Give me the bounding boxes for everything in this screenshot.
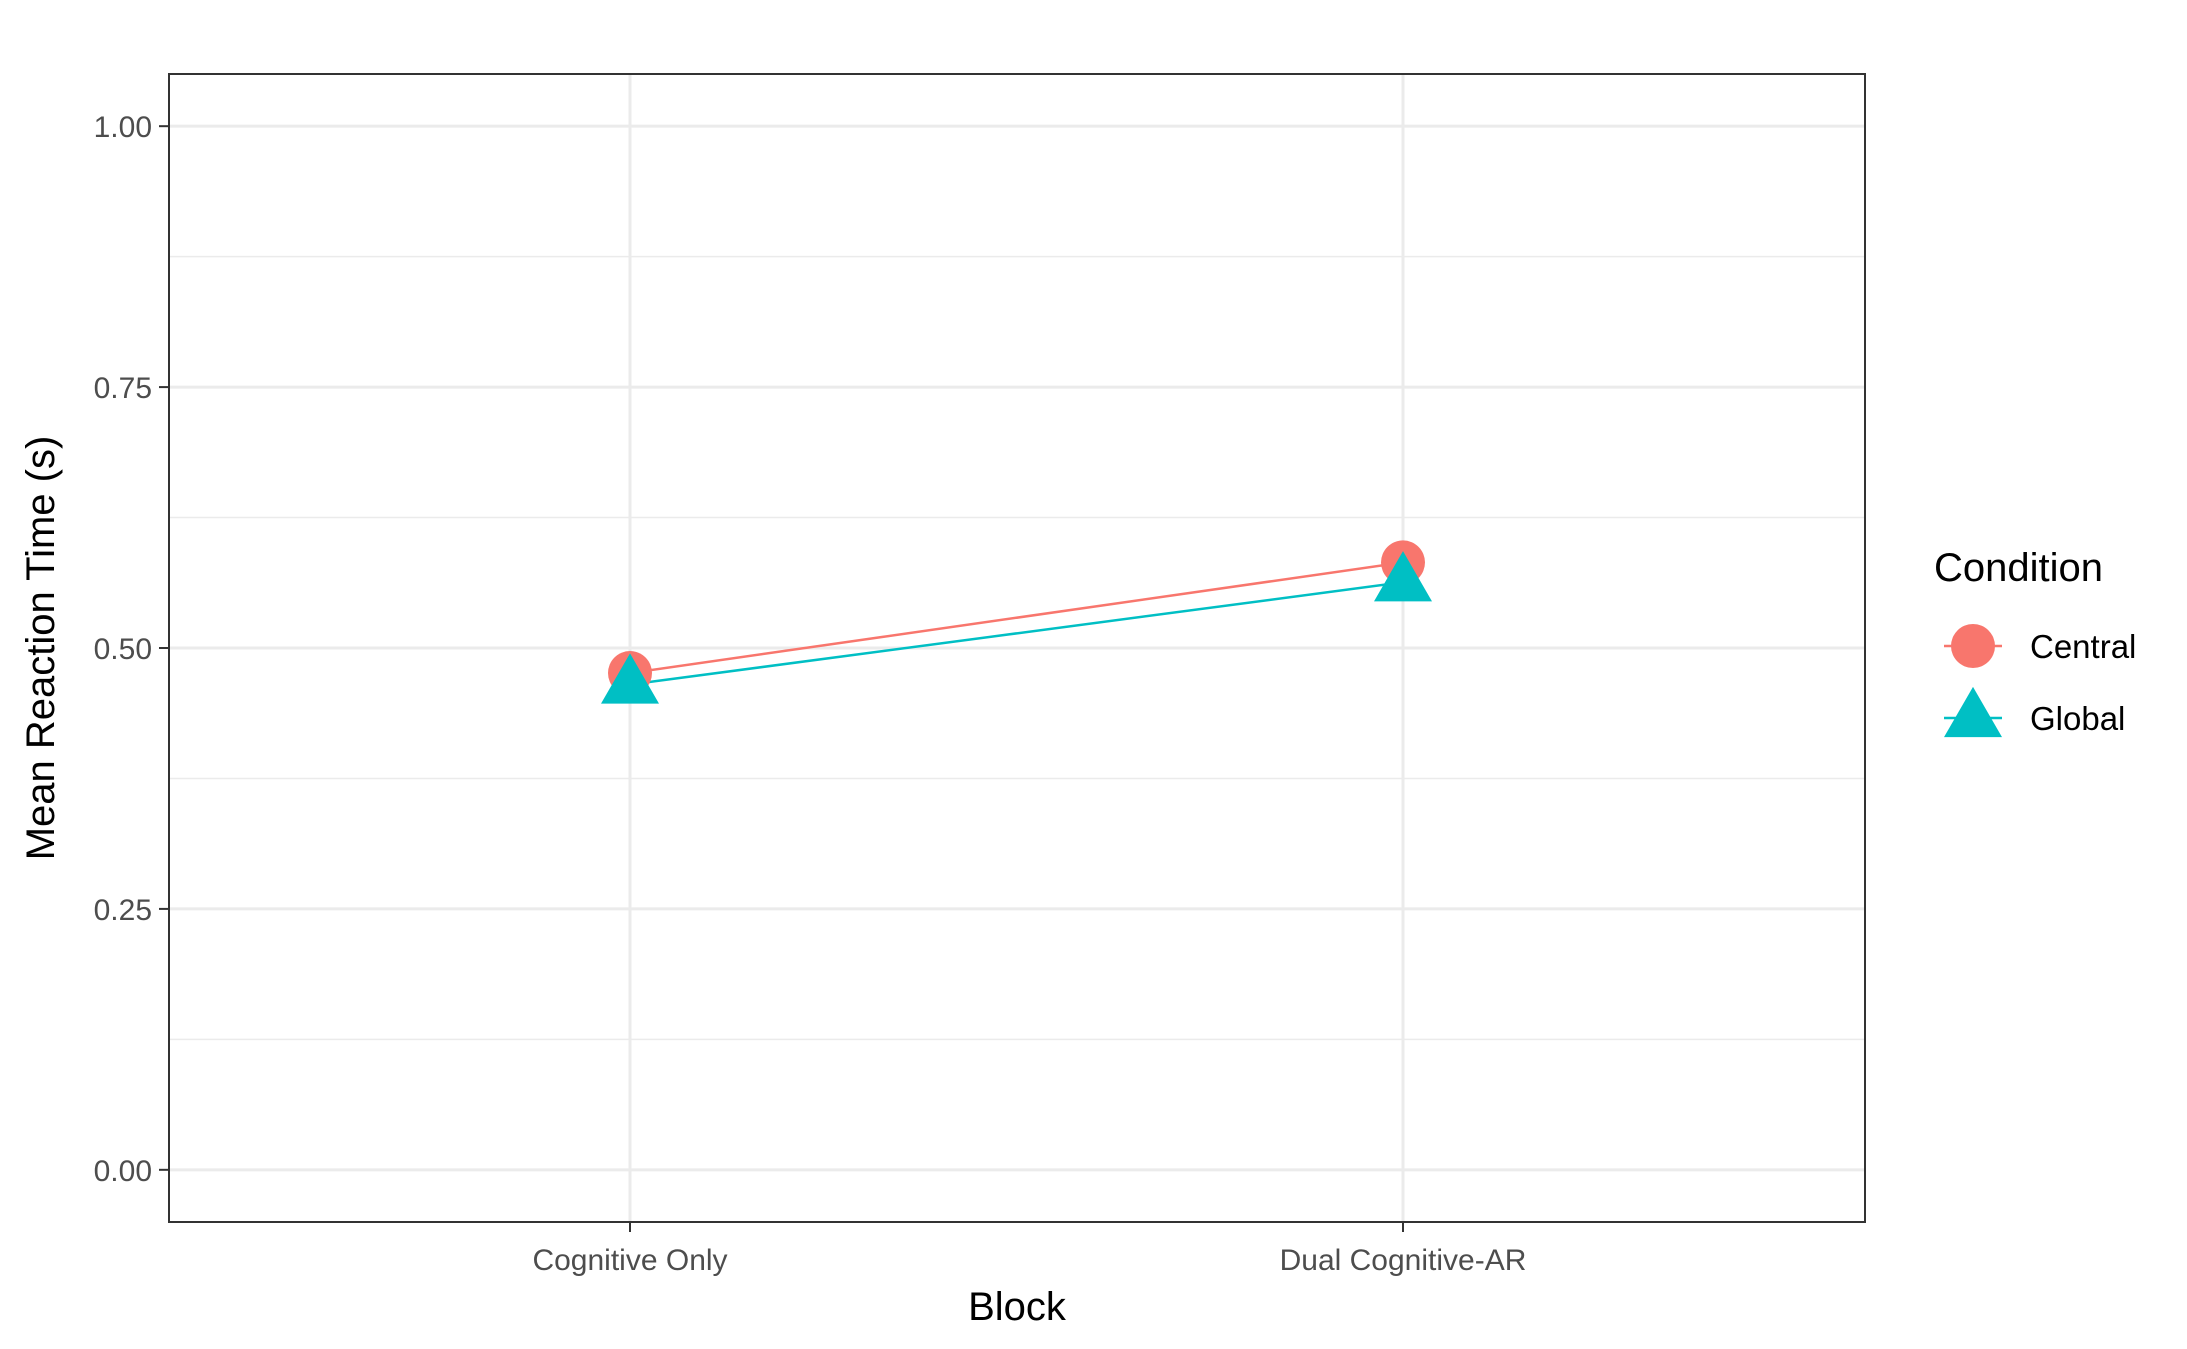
legend-key-circle: [1951, 624, 1995, 668]
y-axis-title: Mean Reaction Time (s): [19, 436, 63, 861]
legend-key-triangle: [1944, 686, 2002, 738]
series-line-central: [629, 561, 1404, 675]
legend-key-global: [1944, 686, 2002, 738]
y-tick-label: 0.50: [94, 633, 152, 666]
legend-title: Condition: [1934, 546, 2103, 590]
y-tick-label: 1.00: [94, 111, 152, 144]
legend: Condition Central Global: [1934, 546, 2136, 738]
y-axis: 0.00 0.25 0.50 0.75 1.00: [94, 111, 169, 1188]
x-tick-label: Dual Cognitive-AR: [1280, 1244, 1527, 1277]
x-axis-title: Block: [968, 1285, 1067, 1329]
legend-items: Central Global: [1944, 624, 2136, 738]
grid-major: [169, 74, 1865, 1222]
legend-label-central: Central: [2030, 628, 2136, 665]
series-lines: [629, 561, 1404, 686]
y-tick-label: 0.00: [94, 1155, 152, 1188]
series-line-global: [629, 581, 1404, 686]
grid-minor: [169, 255, 1865, 1041]
data-point-global: [601, 653, 659, 704]
y-tick-label: 0.25: [94, 894, 152, 927]
y-tick-label: 0.75: [94, 372, 152, 405]
x-tick-label: Cognitive Only: [532, 1244, 727, 1277]
series-points: [601, 540, 1432, 704]
data-point-global: [1374, 551, 1432, 602]
x-axis: Cognitive Only Dual Cognitive-AR: [532, 1222, 1526, 1277]
legend-label-global: Global: [2030, 700, 2125, 737]
legend-key-central: [1944, 624, 2002, 668]
